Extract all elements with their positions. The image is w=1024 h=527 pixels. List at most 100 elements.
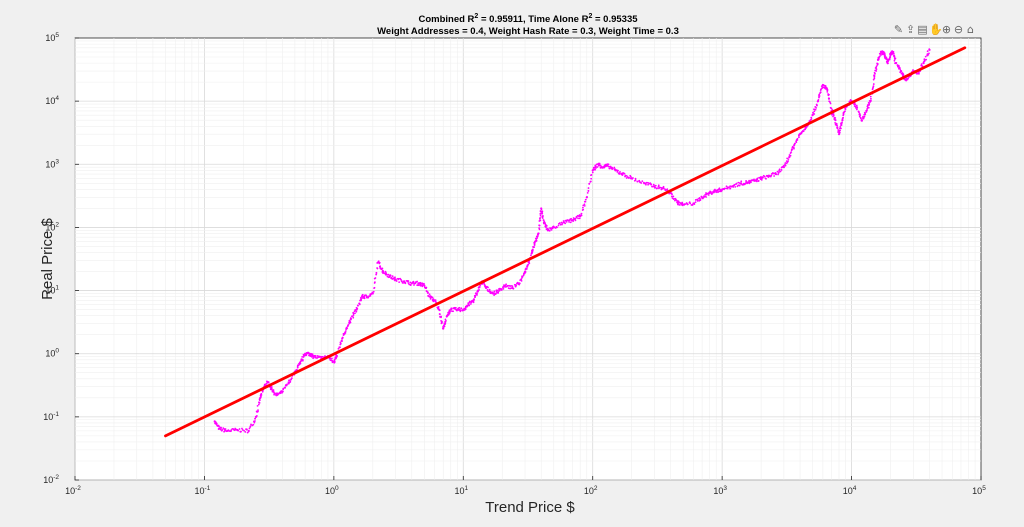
data-point	[834, 119, 837, 122]
data-point	[337, 347, 340, 350]
data-point	[907, 77, 910, 80]
data-point	[288, 381, 291, 384]
home-icon[interactable]: ⌂	[967, 23, 974, 36]
data-point	[336, 354, 338, 357]
data-point	[314, 354, 317, 357]
data-point	[437, 307, 440, 309]
x-tick-label: 100	[325, 485, 339, 496]
data-point	[780, 169, 783, 171]
y-tick-base: 10	[45, 349, 55, 359]
data-point	[584, 198, 587, 201]
data-point	[537, 232, 540, 235]
data-tips-icon[interactable]: ▤	[917, 23, 928, 36]
data-point	[296, 366, 299, 369]
data-point	[694, 201, 697, 204]
data-point	[282, 387, 285, 390]
data-point	[341, 336, 344, 339]
pan-icon[interactable]: ✋	[929, 23, 943, 36]
data-point	[728, 186, 730, 189]
data-point	[349, 320, 352, 323]
data-point	[577, 217, 579, 220]
data-point	[623, 172, 626, 175]
data-point	[905, 79, 908, 82]
x-tick-label: 103	[713, 485, 727, 496]
data-point	[512, 287, 515, 290]
data-point	[558, 222, 561, 224]
data-point	[828, 93, 830, 96]
data-point	[796, 139, 799, 141]
y-tick-exponent: 2	[55, 221, 59, 228]
trend-line-series	[164, 46, 967, 438]
data-point	[564, 219, 567, 222]
data-point	[290, 378, 293, 381]
data-point	[384, 270, 387, 273]
data-point	[444, 318, 447, 321]
data-point	[776, 170, 779, 173]
data-point	[449, 310, 452, 313]
x-tick-base: 10	[972, 486, 982, 496]
data-point	[499, 287, 501, 290]
data-point	[409, 284, 412, 287]
data-point	[509, 285, 512, 287]
x-tick-exponent: -1	[205, 485, 211, 492]
data-point	[553, 226, 556, 229]
data-point	[756, 178, 759, 181]
brush-icon[interactable]: ✎	[893, 23, 904, 36]
data-point	[750, 181, 752, 184]
data-point	[346, 327, 349, 330]
data-point	[671, 193, 673, 196]
data-point	[305, 354, 308, 357]
data-point	[641, 180, 644, 183]
data-point	[561, 223, 563, 226]
data-point	[270, 388, 273, 391]
data-point	[691, 204, 694, 206]
data-point	[361, 293, 364, 296]
data-point	[629, 175, 632, 178]
data-point	[815, 103, 818, 106]
data-point	[474, 294, 477, 297]
data-point	[895, 62, 898, 64]
data-point	[378, 261, 381, 264]
data-point	[526, 265, 529, 267]
data-point	[647, 183, 650, 186]
data-point	[893, 53, 895, 55]
zoom-in-icon[interactable]: ⊕	[941, 23, 952, 36]
data-point	[256, 404, 259, 407]
data-point	[647, 181, 650, 184]
data-point	[872, 85, 875, 88]
data-point	[542, 219, 545, 221]
data-point	[301, 355, 304, 358]
data-point	[358, 302, 361, 305]
data-point	[855, 108, 858, 111]
data-point	[676, 203, 679, 206]
y-tick-exponent: -2	[53, 474, 59, 481]
y-tick-base: 10	[43, 475, 53, 485]
data-point	[572, 220, 575, 223]
data-point	[844, 110, 846, 113]
data-point	[723, 187, 726, 190]
export-icon[interactable]: ⇪	[905, 23, 916, 36]
data-point	[832, 114, 835, 117]
data-point	[636, 180, 639, 183]
data-point	[253, 421, 256, 424]
data-point	[874, 72, 876, 75]
data-point	[763, 175, 766, 178]
data-point	[443, 325, 446, 328]
data-point	[586, 196, 588, 198]
data-point	[676, 199, 678, 202]
data-point	[705, 196, 708, 198]
data-point	[608, 167, 611, 170]
data-point	[634, 179, 637, 182]
data-point	[376, 267, 379, 270]
data-point	[536, 237, 539, 239]
data-point	[373, 286, 376, 289]
data-point	[607, 163, 610, 166]
data-point	[507, 284, 510, 287]
data-point	[460, 307, 463, 310]
data-point	[925, 58, 928, 61]
data-point	[839, 126, 842, 128]
data-point	[260, 394, 263, 396]
data-point	[375, 272, 378, 275]
x-tick-exponent: 0	[335, 485, 339, 492]
zoom-out-icon[interactable]: ⊖	[953, 23, 964, 36]
